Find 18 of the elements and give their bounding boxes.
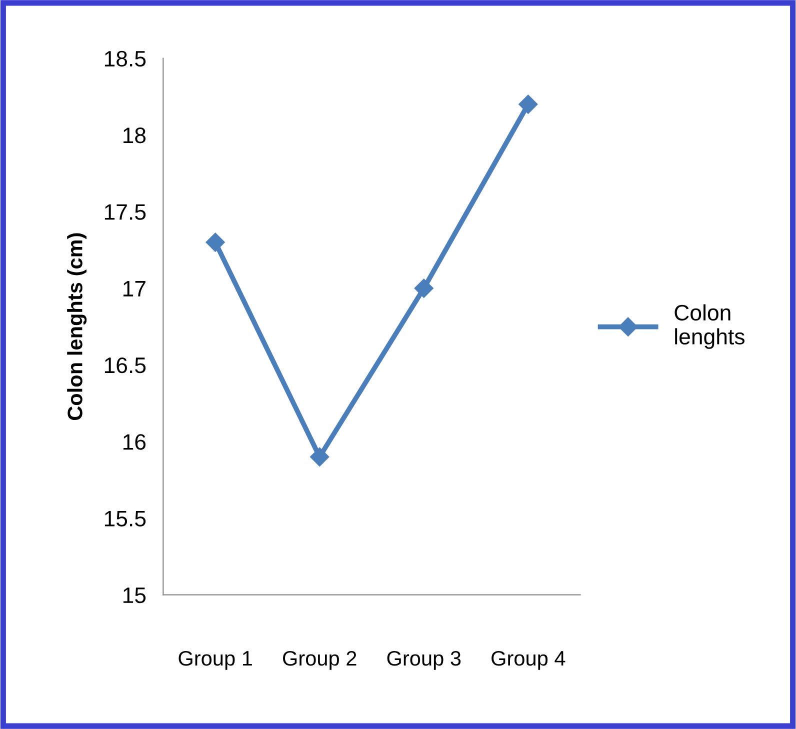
x-tick-label: Group 4	[492, 650, 566, 670]
x-tick-label: Group 1	[178, 650, 252, 670]
point	[414, 278, 434, 298]
y-tick-label: 17.5	[104, 204, 146, 220]
point	[310, 447, 330, 466]
y-axis-title: Colon lenghts (cm)	[67, 233, 87, 420]
y-tick-label: 16.5	[104, 357, 146, 374]
y-tick-label: 15	[123, 588, 146, 604]
y-tick-label: 16	[123, 434, 146, 450]
y-tick-label: 15.5	[104, 510, 146, 526]
x-tick-label: Group 2	[283, 650, 356, 670]
y-tick-label: 17	[123, 281, 146, 296]
x-tick-label: Group 3	[387, 650, 461, 670]
point	[206, 232, 225, 252]
legend-label: Colon lenghts	[674, 304, 744, 349]
y-tick-label: 18.5	[104, 50, 146, 67]
point	[518, 94, 538, 114]
y-tick-label: 18	[123, 128, 146, 144]
